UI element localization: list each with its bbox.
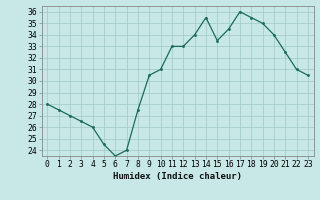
X-axis label: Humidex (Indice chaleur): Humidex (Indice chaleur) bbox=[113, 172, 242, 181]
